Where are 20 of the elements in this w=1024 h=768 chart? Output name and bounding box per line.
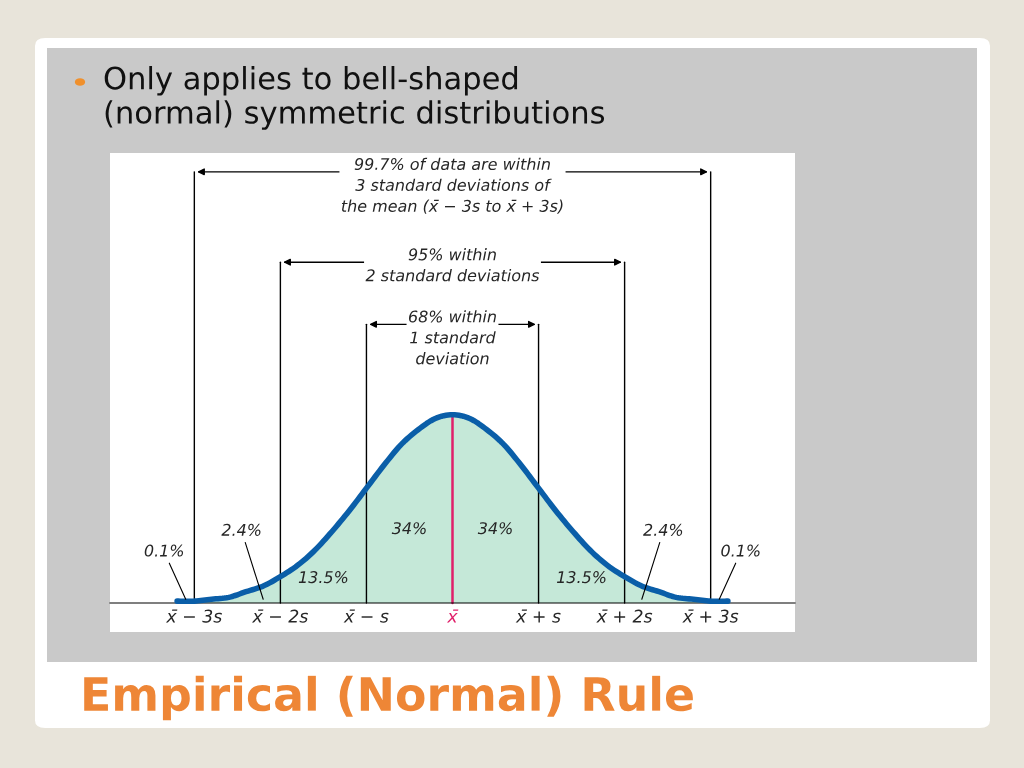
text: 99.7% of data are within 3 standard deviations of the mean (x̄ − 3s to x̄ + 3s) <box>341 157 563 214</box>
x-tick-label: x̄ − s <box>343 609 389 623</box>
x-tick-label: x̄ − 2s <box>251 609 308 623</box>
chart-subtitle: Only applies to bell-shaped (normal) symmetric distributions <box>104 66 605 130</box>
annotation: 13.5% <box>298 571 348 584</box>
text: 68% within 1 standard deviation <box>409 310 496 365</box>
annotation: 2.4% <box>221 523 261 536</box>
annotation: 0.1% <box>144 544 184 557</box>
text: Empirical (Normal) Rule <box>84 675 693 721</box>
x-tick-label: x̄ + 3s <box>682 609 739 623</box>
annotation: 2.4% <box>643 523 683 536</box>
text: 95% within 2 standard deviations <box>365 248 540 282</box>
x-tick-label: x̄ <box>446 609 459 623</box>
annotation: 0.1% <box>721 544 760 557</box>
annotation: 34% <box>391 522 426 535</box>
x-tick-label: x̄ − 3s <box>165 609 222 623</box>
x-tick-label: x̄ + 2s <box>596 609 653 623</box>
annotation: 34% <box>477 522 512 535</box>
x-tick-label: x̄ + s <box>515 609 561 623</box>
annotation: 13.5% <box>556 571 606 584</box>
